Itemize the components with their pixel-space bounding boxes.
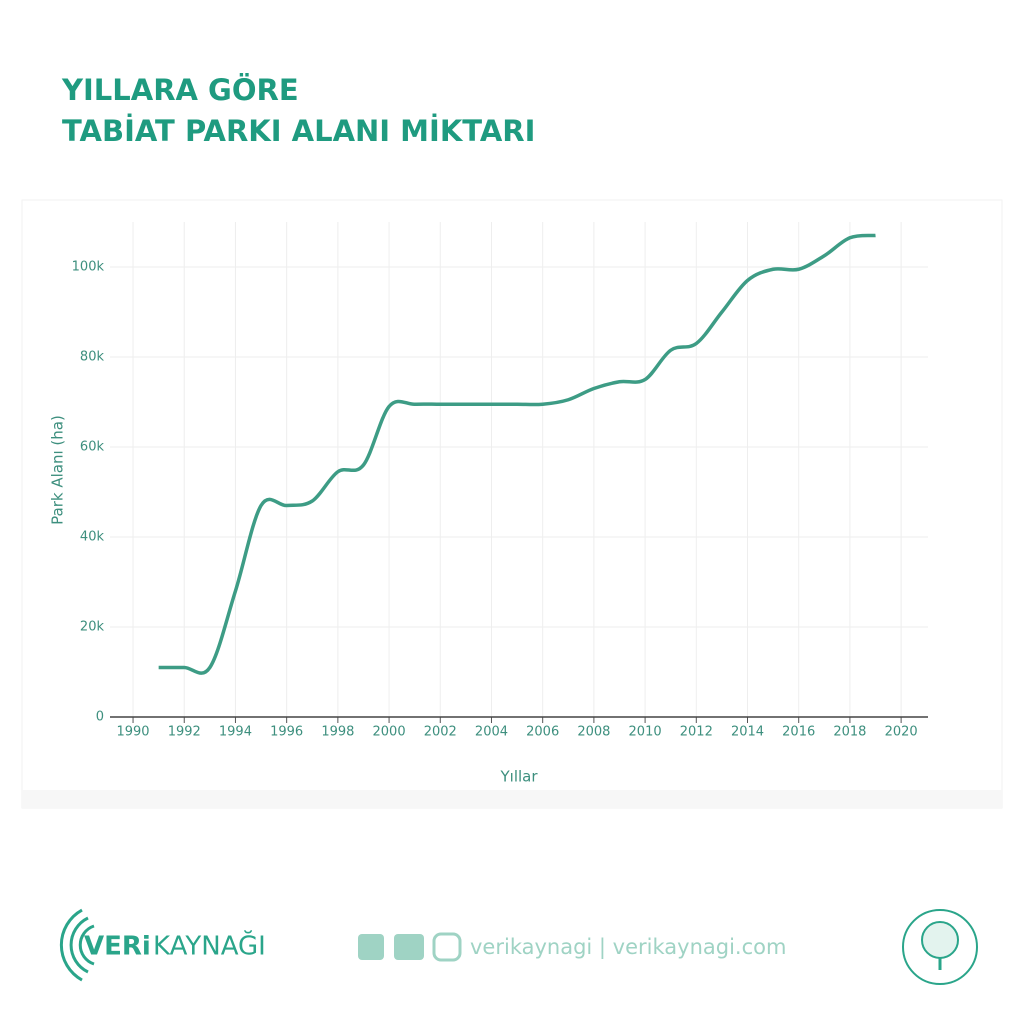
brand-bold: VERi [84,932,151,962]
social-text: verikaynagi | verikaynagi.com [470,935,786,960]
brand-light: KAYNAĞI [153,930,266,962]
facebook-icon[interactable] [358,934,384,960]
x-tick-label: 2000 [373,725,406,740]
x-tick-label: 1996 [270,725,303,740]
panel-shade [22,790,1002,808]
y-tick-label: 60k [80,440,105,455]
instagram-icon[interactable] [432,932,462,962]
x-tick-label: 1998 [321,725,354,740]
globe-icon [921,921,959,959]
chart-title: TABİAT PARKI ALANI MİKTARI [62,114,535,148]
x-tick-label: 1994 [219,725,252,740]
data-line [158,233,876,675]
y-axis-title: Park Alanı (ha) [49,415,67,525]
x-tick-label: 2006 [526,725,559,740]
x-tick-label: 2004 [475,725,508,740]
x-tick-label: 1992 [168,725,201,740]
x-tick-label: 2010 [629,725,662,740]
y-tick-label: 0 [96,710,104,725]
x-tick-label: 2012 [680,725,713,740]
x-tick-label: 1990 [116,725,149,740]
chart-panel [21,199,1003,809]
chart-title: YILLARA GÖRE [61,73,299,107]
y-tick-label: 100k [72,260,105,275]
x-tick-label: 2008 [577,725,610,740]
twitter-icon[interactable] [394,934,424,960]
globe-badge [902,909,978,985]
x-tick-label: 2018 [833,725,866,740]
x-tick-label: 2016 [782,725,815,740]
y-tick-label: 20k [80,620,105,635]
y-tick-label: 80k [80,350,105,365]
x-axis-title: Yıllar [499,768,538,786]
x-tick-label: 2020 [885,725,918,740]
plot: 0 20k 40k 60k 80k 100k 1990 1992 1994 1996 1998 200… [72,222,928,740]
x-tick-label: 2014 [731,725,764,740]
x-tick-label: 2002 [424,725,457,740]
brand-logo [59,908,95,982]
y-tick-label: 40k [80,530,105,545]
